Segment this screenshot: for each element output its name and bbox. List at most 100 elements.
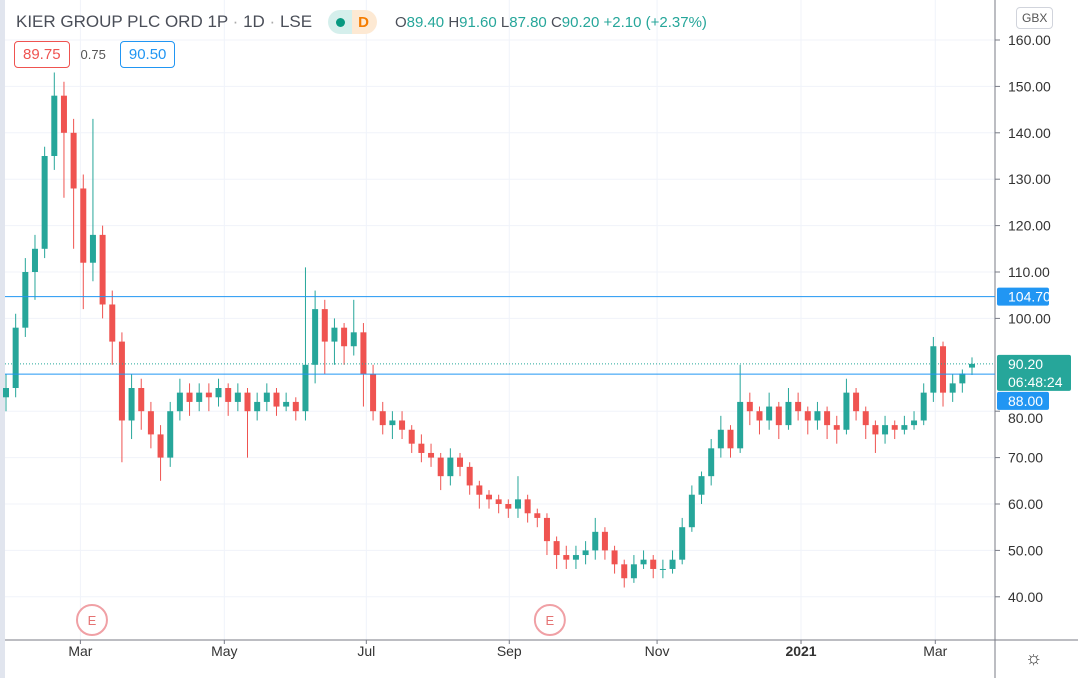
y-tick-label: 50.00 xyxy=(1008,542,1043,558)
candle-down xyxy=(186,392,193,402)
chart-header: KIER GROUP PLC ORD 1P · 1D · LSE D O89.4… xyxy=(16,10,707,34)
y-tick-label: 150.00 xyxy=(1008,78,1051,94)
candle-down xyxy=(833,425,840,430)
candle-down xyxy=(727,429,734,449)
candle-down xyxy=(360,332,367,375)
candle-up xyxy=(785,401,792,426)
candle-up xyxy=(31,248,38,272)
candle-up xyxy=(640,559,647,565)
candle-down xyxy=(621,564,628,579)
candle-down xyxy=(611,550,618,565)
candle-up xyxy=(592,531,599,551)
y-tick-label: 80.00 xyxy=(1008,410,1043,426)
candle-down xyxy=(225,388,232,402)
sell-button[interactable]: 89.75 xyxy=(14,41,70,68)
candle-down xyxy=(99,234,106,305)
y-tick-label: 130.00 xyxy=(1008,171,1051,187)
x-tick-label: May xyxy=(211,643,237,659)
candle-down xyxy=(147,411,154,435)
candle-up xyxy=(572,555,579,560)
candle-down xyxy=(563,555,570,560)
market-status-badge[interactable]: D xyxy=(328,10,377,34)
candle-down xyxy=(341,327,348,347)
y-tick-label: 100.00 xyxy=(1008,310,1051,326)
candle-up xyxy=(930,346,937,393)
candle-up xyxy=(959,373,966,384)
candle-down xyxy=(457,457,464,467)
candle-up xyxy=(882,425,889,435)
candle-up xyxy=(312,309,319,365)
candle-up xyxy=(215,388,222,398)
candle-up xyxy=(12,327,19,388)
spread: 0.75 xyxy=(80,47,106,62)
candle-up xyxy=(447,457,454,477)
candle-up xyxy=(766,406,773,421)
candle-down xyxy=(138,388,145,412)
candle-up xyxy=(669,559,676,569)
candle-down xyxy=(534,513,541,518)
y-tick-label: 120.00 xyxy=(1008,218,1051,234)
quote-panel: 89.75 0.75 90.50 xyxy=(14,41,176,68)
candle-down xyxy=(292,401,299,412)
candle-down xyxy=(891,425,898,430)
candle-down xyxy=(650,559,657,569)
candle-down xyxy=(109,304,116,342)
hline-price-label: 88.00 xyxy=(1008,393,1043,409)
candle-down xyxy=(466,466,473,486)
candle-down xyxy=(118,341,125,421)
y-tick-label: 60.00 xyxy=(1008,496,1043,512)
separator: · xyxy=(269,12,276,31)
y-tick-label: 160.00 xyxy=(1008,32,1051,48)
candle-down xyxy=(273,392,280,407)
candle-down xyxy=(428,452,435,458)
y-tick-label: 70.00 xyxy=(1008,450,1043,466)
interval: 1D xyxy=(243,12,265,31)
candle-up xyxy=(582,550,589,556)
candle-up xyxy=(234,392,241,402)
candle-down xyxy=(543,517,550,542)
last-price-label-bg xyxy=(997,354,1071,391)
candle-down xyxy=(601,531,608,551)
earnings-event-label: E xyxy=(546,613,555,628)
candle-down xyxy=(853,392,860,412)
candle-down xyxy=(486,494,492,500)
candle-down xyxy=(408,429,415,444)
y-tick-label: 110.00 xyxy=(1008,264,1050,280)
settings-gear-icon[interactable]: ☼ xyxy=(1025,648,1043,669)
candle-down xyxy=(80,188,87,263)
currency-button[interactable]: GBX xyxy=(1016,7,1054,29)
candle-up xyxy=(969,363,975,368)
candle-down xyxy=(205,392,212,398)
candle-up xyxy=(843,392,850,430)
candle-down xyxy=(370,374,377,412)
candle-up xyxy=(911,420,918,426)
x-tick-label: Sep xyxy=(497,643,522,659)
candle-up xyxy=(920,392,927,421)
candle-up xyxy=(659,568,666,570)
candle-up xyxy=(331,327,338,342)
separator: · xyxy=(232,12,239,31)
candle-up xyxy=(196,392,203,402)
candle-down xyxy=(244,392,251,412)
candle-up xyxy=(41,156,48,249)
candle-up xyxy=(89,234,96,263)
hline-price-label-bg xyxy=(997,287,1049,306)
change: +2.10 (+2.37%) xyxy=(603,13,707,31)
candle-down xyxy=(321,309,328,342)
candle-down xyxy=(399,420,406,430)
earnings-event-marker[interactable] xyxy=(75,604,108,636)
symbol-title[interactable]: KIER GROUP PLC ORD 1P · 1D · LSE xyxy=(16,12,313,31)
candle-up xyxy=(630,564,637,579)
candle-down xyxy=(940,346,947,393)
candle-up xyxy=(717,429,724,449)
ohlc-legend: O89.40 H91.60 L87.80 C90.20 +2.10 (+2.37… xyxy=(394,13,707,31)
candle-up xyxy=(901,425,908,430)
exchange: LSE xyxy=(279,12,313,31)
earnings-event-marker[interactable] xyxy=(533,604,566,636)
buy-button[interactable]: 90.50 xyxy=(119,41,176,68)
candle-up xyxy=(949,383,956,393)
candle-down xyxy=(437,457,444,477)
candle-up xyxy=(679,527,686,560)
